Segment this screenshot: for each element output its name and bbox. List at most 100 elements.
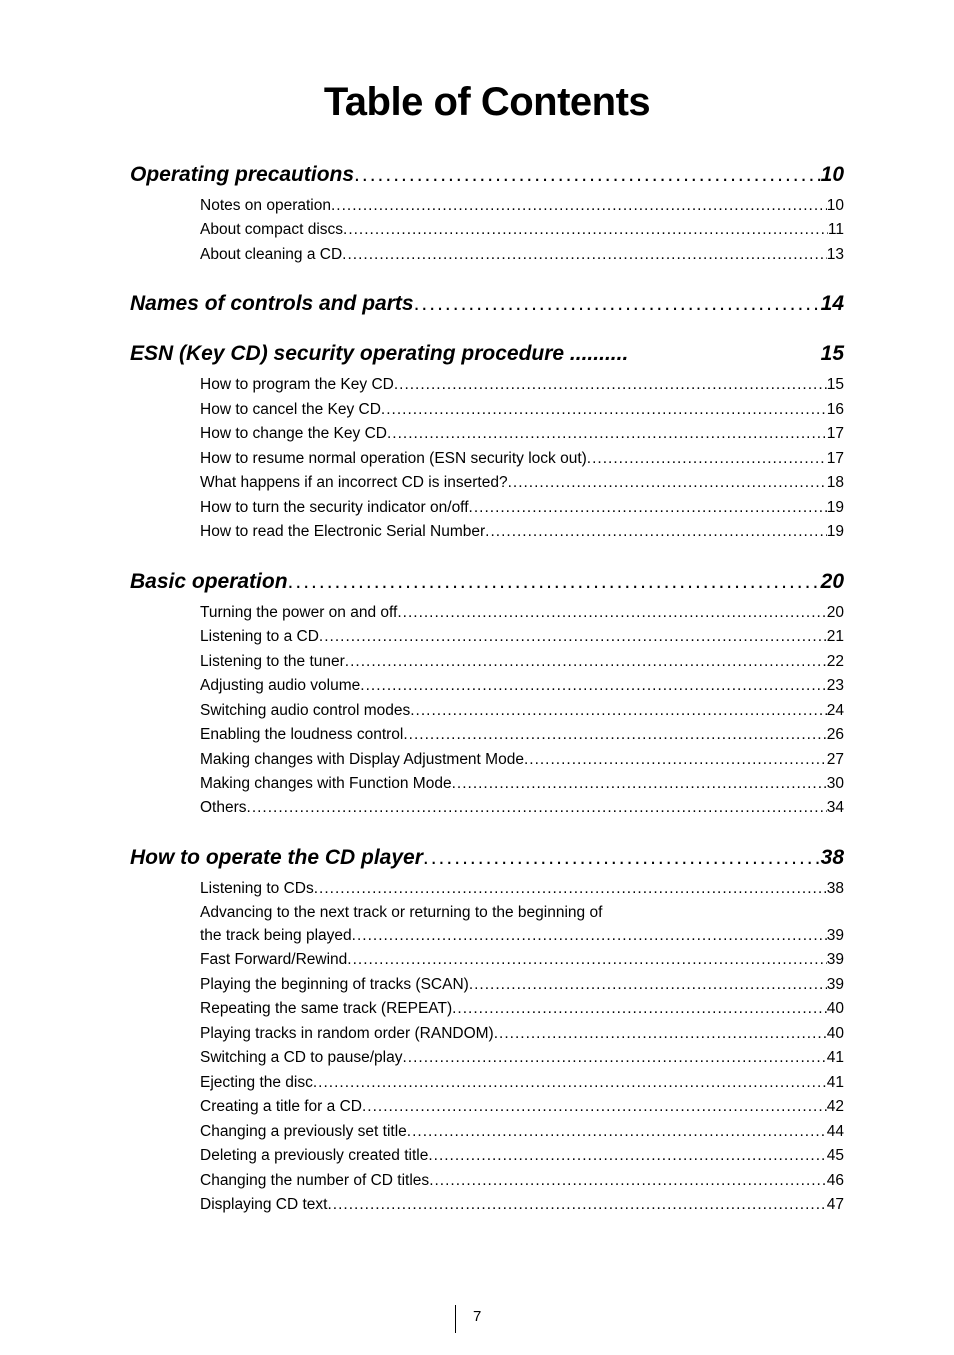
entry-page: 40 — [827, 1023, 844, 1045]
entry-page: 44 — [827, 1121, 844, 1143]
leader-dots: ........................................… — [397, 602, 826, 624]
section-heading: Operating precautions...................… — [130, 163, 844, 187]
entry-page: 41 — [827, 1047, 844, 1069]
entry-page: 17 — [827, 423, 844, 445]
entry-label: How to program the Key CD — [200, 374, 394, 396]
entry-page: 46 — [827, 1170, 844, 1192]
leader-dots: ........................................… — [313, 1072, 827, 1094]
entry-label: Others — [200, 797, 247, 819]
entry-label: Enabling the loudness control — [200, 724, 403, 746]
toc-entry: Changing a previously set title ........… — [200, 1121, 844, 1143]
entry-label: Deleting a previously created title — [200, 1145, 428, 1167]
toc-entry: How to read the Electronic Serial Number… — [200, 521, 844, 543]
leader-dots: ........................................… — [410, 700, 827, 722]
entry-page: 22 — [827, 651, 844, 673]
entry-page: 26 — [827, 724, 844, 746]
leader-dots: ........................................… — [352, 925, 827, 947]
entry-label: Making changes with Display Adjustment M… — [200, 749, 524, 771]
leader-dots: ........................................… — [452, 773, 827, 795]
toc-entry: About cleaning a CD ....................… — [200, 244, 844, 266]
leader-dots: ........................................… — [428, 1145, 826, 1167]
toc-entry: Listening to a CD ......................… — [200, 626, 844, 648]
leader-dots: ........................................… — [429, 1170, 827, 1192]
entry-label: How to change the Key CD — [200, 423, 387, 445]
section-page: 10 — [821, 163, 844, 187]
entry-label: Changing the number of CD titles — [200, 1170, 429, 1192]
toc-entry: Fast Forward/Rewind ....................… — [200, 949, 844, 971]
entry-page: 10 — [827, 195, 844, 217]
toc-entry: Listening to the tuner .................… — [200, 651, 844, 673]
leader-dots: ........................................… — [524, 749, 827, 771]
entry-label: Playing tracks in random order (RANDOM) — [200, 1023, 494, 1045]
entry-page: 11 — [828, 219, 844, 241]
section-heading: ESN (Key CD) security operating procedur… — [130, 342, 844, 366]
leader-dots: ........................................… — [394, 374, 827, 396]
toc-entry: Ejecting the disc ......................… — [200, 1072, 844, 1094]
leader-dots: ........................................… — [343, 219, 828, 241]
leader-dots: ........................................… — [587, 448, 827, 470]
leader-dots: ........................................… — [328, 1194, 827, 1216]
leader-dots: ........................................… — [347, 949, 826, 971]
section-page: 38 — [821, 846, 844, 870]
entry-page: 13 — [827, 244, 844, 266]
leader-dots: ........................................… — [414, 292, 821, 316]
leader-dots: ........................................… — [354, 163, 821, 187]
toc-entry: How to cancel the Key CD ...............… — [200, 399, 844, 421]
section-label: How to operate the CD player — [130, 846, 423, 870]
entry-page: 47 — [827, 1194, 844, 1216]
section-heading: How to operate the CD player............… — [130, 846, 844, 870]
entry-page: 18 — [827, 472, 844, 494]
entry-label: Ejecting the disc — [200, 1072, 313, 1094]
section-page: 15 — [821, 342, 844, 366]
toc-entry: Changing the number of CD titles .......… — [200, 1170, 844, 1192]
leader-dots: ........................................… — [314, 878, 827, 900]
page-divider-mark — [455, 1305, 456, 1333]
toc-entry: Notes on operation .....................… — [200, 195, 844, 217]
entry-page: 17 — [827, 448, 844, 470]
leader-dots: ........................................… — [247, 797, 827, 819]
entry-label: How to cancel the Key CD — [200, 399, 381, 421]
leader-dots: ........................................… — [319, 626, 827, 648]
entry-label: Listening to a CD — [200, 626, 319, 648]
entry-label: Turning the power on and off — [200, 602, 397, 624]
toc-entry: Enabling the loudness control ..........… — [200, 724, 844, 746]
toc-entry: Repeating the same track (REPEAT) ......… — [200, 998, 844, 1020]
section-label: ESN (Key CD) security operating procedur… — [130, 342, 821, 366]
entry-page: 27 — [827, 749, 844, 771]
entry-line2: the track being played .................… — [200, 925, 844, 947]
section-label: Names of controls and parts — [130, 292, 414, 316]
toc-entry: How to change the Key CD ...............… — [200, 423, 844, 445]
entry-label: the track being played — [200, 925, 352, 947]
entry-label: About cleaning a CD — [200, 244, 342, 266]
entry-label: Switching audio control modes — [200, 700, 410, 722]
entry-page: 16 — [827, 399, 844, 421]
entry-page: 39 — [827, 949, 844, 971]
entry-page: 23 — [827, 675, 844, 697]
leader-dots: ........................................… — [469, 497, 827, 519]
toc-entry: Playing tracks in random order (RANDOM) … — [200, 1023, 844, 1045]
entry-label: How to read the Electronic Serial Number — [200, 521, 485, 543]
entry-label: Adjusting audio volume — [200, 675, 360, 697]
entry-page: 40 — [827, 998, 844, 1020]
leader-dots: ........................................… — [345, 651, 827, 673]
leader-dots: ........................................… — [403, 724, 826, 746]
entry-label: What happens if an incorrect CD is inser… — [200, 472, 508, 494]
leader-dots: ........................................… — [362, 1096, 827, 1118]
section-heading: Basic operation.........................… — [130, 570, 844, 594]
entry-label: Switching a CD to pause/play — [200, 1047, 402, 1069]
entry-page: 34 — [827, 797, 844, 819]
entry-page: 42 — [827, 1096, 844, 1118]
toc-entry: How to resume normal operation (ESN secu… — [200, 448, 844, 470]
entry-label: How to resume normal operation (ESN secu… — [200, 448, 587, 470]
section-heading: Names of controls and parts.............… — [130, 292, 844, 316]
entry-page: 21 — [827, 626, 844, 648]
entry-page: 30 — [827, 773, 844, 795]
toc-entry: About compact discs ....................… — [200, 219, 844, 241]
leader-dots: ........................................… — [494, 1023, 827, 1045]
entry-label: Listening to CDs — [200, 878, 314, 900]
toc-entry: Making changes with Function Mode ......… — [200, 773, 844, 795]
entry-label: Listening to the tuner — [200, 651, 345, 673]
toc-container: Operating precautions...................… — [130, 163, 844, 1216]
leader-dots: ........................................… — [342, 244, 827, 266]
entry-page: 39 — [827, 974, 844, 996]
